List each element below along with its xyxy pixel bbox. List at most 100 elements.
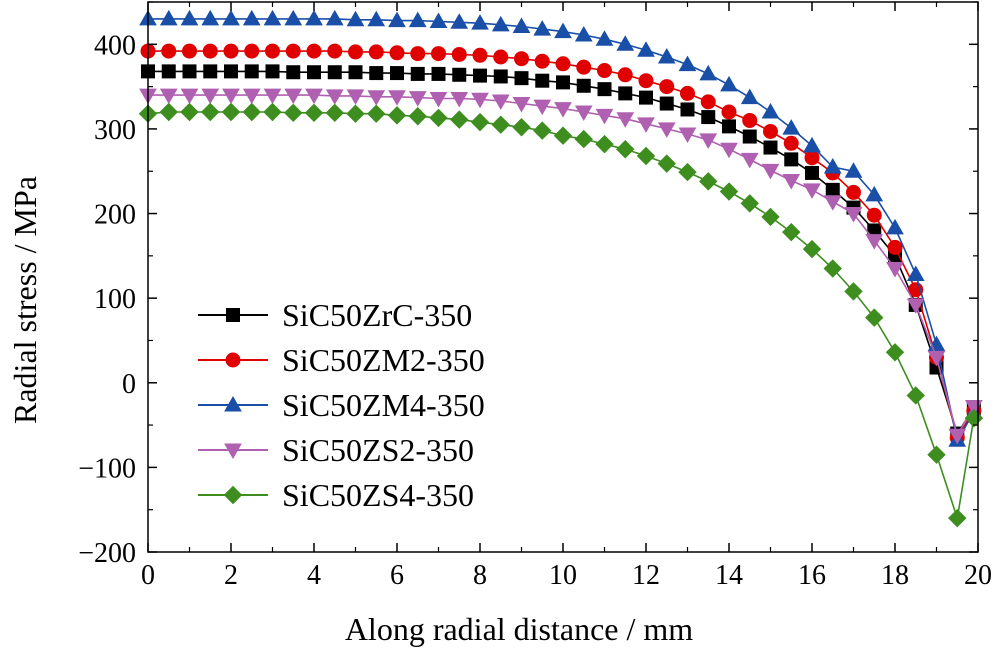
data-point-3 [429, 91, 448, 108]
data-point-4 [159, 102, 178, 122]
data-point-0 [452, 67, 467, 82]
data-point-4 [408, 107, 427, 126]
data-point-0 [224, 64, 238, 79]
data-point-2 [637, 41, 655, 57]
data-point-3 [346, 89, 365, 105]
series-2 [139, 9, 983, 447]
data-point-3 [720, 142, 738, 159]
data-point-3 [533, 99, 552, 116]
data-point-3 [159, 88, 178, 105]
data-point-2 [491, 15, 510, 32]
data-point-0 [659, 96, 674, 111]
data-point-3 [491, 94, 510, 111]
data-point-4 [636, 146, 656, 166]
data-point-3 [657, 122, 676, 138]
data-point-3 [927, 350, 946, 367]
data-point-4 [719, 182, 739, 201]
data-point-0 [307, 65, 321, 80]
data-point-4 [263, 102, 282, 122]
data-point-4 [906, 386, 925, 405]
data-point-0 [369, 66, 384, 81]
data-point-0 [244, 64, 259, 79]
data-point-legend-2 [224, 395, 242, 412]
tick-label-layer: 0 2 4 6 8 10 12 14 16 18 20 −200 −100 0 100 200 300 400 [78, 30, 992, 591]
data-point-0 [784, 152, 799, 167]
data-point-1 [742, 112, 758, 128]
data-point-4 [740, 194, 759, 213]
data-point-2 [657, 47, 676, 64]
legend-label: SiC50ZrC-350 [282, 297, 472, 333]
data-point-2 [408, 11, 427, 28]
data-point-1 [576, 59, 592, 75]
data-point-2 [886, 218, 904, 235]
data-point-3 [367, 90, 386, 106]
tick-layer [147, 1, 979, 553]
data-point-1 [451, 46, 467, 62]
data-point-1 [244, 43, 260, 59]
data-point-4 [865, 308, 884, 327]
data-point-legend-1 [225, 352, 241, 368]
data-point-1 [431, 46, 446, 62]
data-point-1 [327, 43, 343, 59]
data-point-0 [763, 140, 778, 155]
x-tick-label: 16 [798, 560, 826, 591]
y-tick-label: −100 [78, 453, 136, 484]
data-point-4 [616, 140, 635, 159]
data-point-3 [844, 207, 863, 223]
data-point-1 [368, 44, 384, 60]
data-point-3 [948, 428, 967, 445]
data-point-3 [305, 88, 323, 105]
data-point-4 [387, 106, 407, 125]
data-point-3 [616, 112, 635, 128]
data-point-4 [242, 102, 261, 122]
data-point-4 [699, 172, 718, 191]
x-tick-label: 6 [390, 560, 404, 591]
data-point-4 [201, 102, 220, 122]
x-tick-label: 0 [141, 560, 155, 591]
data-point-4 [512, 118, 531, 137]
data-point-1 [534, 53, 550, 69]
y-axis-title: Radial stress / MPa [7, 176, 43, 424]
data-point-2 [471, 14, 489, 30]
data-point-2 [159, 9, 178, 26]
data-point-1 [804, 150, 820, 166]
data-point-1 [721, 104, 737, 120]
data-point-4 [657, 154, 676, 173]
legend-item: SiC50ZS2-350 [198, 432, 474, 468]
y-tick-label: 200 [94, 200, 136, 231]
data-point-legend-3 [224, 443, 242, 460]
data-point-4 [761, 207, 780, 227]
legend-item: SiC50ZS4-350 [198, 477, 474, 513]
data-point-4 [885, 343, 905, 362]
data-point-2 [761, 102, 780, 119]
data-point-2 [367, 10, 386, 27]
data-point-1 [846, 184, 861, 200]
data-point-0 [722, 119, 736, 134]
legend: SiC50ZrC-350 SiC50ZM2-350 SiC50ZM4-350 SiC5… [198, 297, 485, 513]
data-point-1 [680, 85, 695, 101]
data-point-2 [512, 17, 531, 34]
data-point-2 [450, 13, 469, 29]
data-point-1 [285, 43, 301, 59]
data-point-3 [554, 102, 572, 118]
data-point-2 [554, 22, 572, 39]
data-point-4 [346, 104, 365, 123]
data-point-legend-0 [226, 308, 240, 322]
y-tick-label: 400 [94, 30, 136, 61]
data-point-4 [491, 115, 510, 134]
data-point-3 [263, 88, 282, 105]
data-point-2 [305, 9, 323, 26]
data-point-3 [201, 88, 220, 105]
data-point-0 [348, 65, 363, 80]
data-point-1 [659, 79, 675, 95]
data-point-0 [535, 73, 550, 88]
data-point-3 [886, 262, 904, 278]
data-point-1 [182, 43, 197, 59]
data-point-0 [742, 129, 757, 144]
data-point-2 [823, 157, 842, 174]
data-point-4 [450, 110, 469, 129]
data-point-2 [325, 9, 344, 26]
data-point-2 [574, 25, 593, 42]
data-point-1 [410, 46, 426, 62]
data-point-4 [823, 259, 842, 278]
